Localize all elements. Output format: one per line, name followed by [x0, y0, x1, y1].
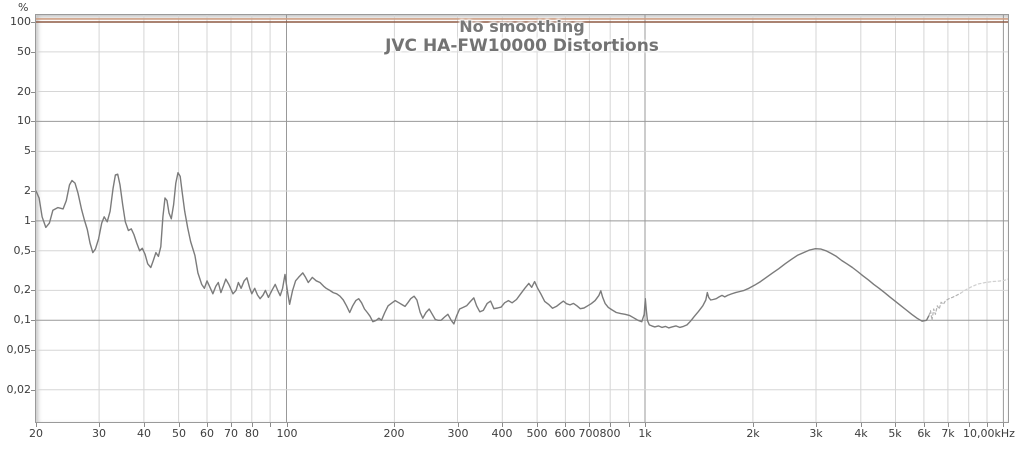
x-tick-label: 300	[447, 427, 469, 440]
x-tick-label: 6k	[917, 427, 931, 440]
x-tick-label: 70	[224, 427, 238, 440]
x-tick-mark	[861, 423, 862, 427]
y-tick-label: 20	[17, 85, 31, 98]
y-tick-mark	[31, 191, 35, 192]
x-tick-label: 1k	[638, 427, 652, 440]
y-tick-mark	[31, 121, 35, 122]
distortion-trace	[36, 172, 930, 329]
y-tick-label: 0,02	[6, 383, 32, 396]
chart-canvas	[36, 15, 1008, 422]
x-tick-mark	[394, 423, 395, 427]
x-tick-label: 3k	[809, 427, 823, 440]
x-tick-mark	[816, 423, 817, 427]
y-tick-mark	[31, 221, 35, 222]
x-tick-label: 80	[245, 427, 259, 440]
distortion-uncertain-tail-2-trace	[960, 278, 1008, 294]
y-tick-label: 0,1	[13, 313, 32, 326]
x-tick-label: 4k	[854, 427, 868, 440]
y-tick-label: 100	[10, 15, 31, 28]
x-tick-label: 500	[526, 427, 548, 440]
y-axis-unit-label: %	[18, 1, 29, 14]
distortion-uncertain-tail-1-trace	[928, 292, 962, 321]
x-tick-label: 50	[172, 427, 186, 440]
y-tick-mark	[31, 92, 35, 93]
x-tick-mark	[537, 423, 538, 427]
y-tick-label: 0,5	[13, 244, 32, 257]
y-tick-mark	[31, 22, 35, 23]
x-tick-mark	[948, 423, 949, 427]
x-tick-mark	[589, 423, 590, 427]
x-tick-mark	[1003, 423, 1004, 427]
x-tick-mark	[565, 423, 566, 427]
x-tick-mark	[987, 423, 988, 427]
x-tick-label: 30	[92, 427, 106, 440]
x-tick-mark	[924, 423, 925, 427]
plot-area: No smoothing JVC HA-FW10000 Distortions	[35, 14, 1009, 423]
x-tick-mark	[207, 423, 208, 427]
x-tick-label: 40	[137, 427, 151, 440]
x-tick-mark	[144, 423, 145, 427]
y-tick-label: 5	[24, 144, 31, 157]
y-tick-mark	[31, 151, 35, 152]
x-tick-label: 7k	[941, 427, 955, 440]
x-tick-mark	[252, 423, 253, 427]
x-tick-label: 20	[29, 427, 43, 440]
x-tick-label: 10,00kHz	[963, 427, 1015, 440]
x-tick-mark	[270, 423, 271, 427]
y-tick-label: 2	[24, 184, 31, 197]
x-tick-label: 60	[200, 427, 214, 440]
y-tick-mark	[31, 390, 35, 391]
x-tick-mark	[502, 423, 503, 427]
x-tick-mark	[895, 423, 896, 427]
y-tick-mark	[31, 52, 35, 53]
x-tick-mark	[36, 423, 37, 427]
x-tick-label: 100	[276, 427, 298, 440]
x-tick-mark	[231, 423, 232, 427]
x-tick-mark	[179, 423, 180, 427]
x-tick-mark	[969, 423, 970, 427]
y-tick-label: 0,2	[13, 283, 32, 296]
x-tick-label: 5k	[888, 427, 902, 440]
x-tick-mark	[753, 423, 754, 427]
y-tick-mark	[31, 251, 35, 252]
x-tick-mark	[629, 423, 630, 427]
y-tick-label: 1	[24, 214, 31, 227]
x-tick-label: 600	[554, 427, 576, 440]
x-tick-mark	[287, 423, 288, 427]
x-tick-mark	[610, 423, 611, 427]
y-tick-label: 50	[17, 45, 31, 58]
y-tick-mark	[31, 350, 35, 351]
y-tick-label: 10	[17, 114, 31, 127]
y-tick-mark	[31, 290, 35, 291]
y-tick-label: 0,05	[6, 343, 32, 356]
x-tick-mark	[99, 423, 100, 427]
x-tick-label: 400	[491, 427, 513, 440]
x-tick-mark	[645, 423, 646, 427]
x-tick-label: 800	[599, 427, 621, 440]
x-tick-label: 700	[578, 427, 600, 440]
y-tick-mark	[31, 320, 35, 321]
x-tick-mark	[458, 423, 459, 427]
x-tick-label: 2k	[746, 427, 760, 440]
x-tick-label: 200	[383, 427, 405, 440]
